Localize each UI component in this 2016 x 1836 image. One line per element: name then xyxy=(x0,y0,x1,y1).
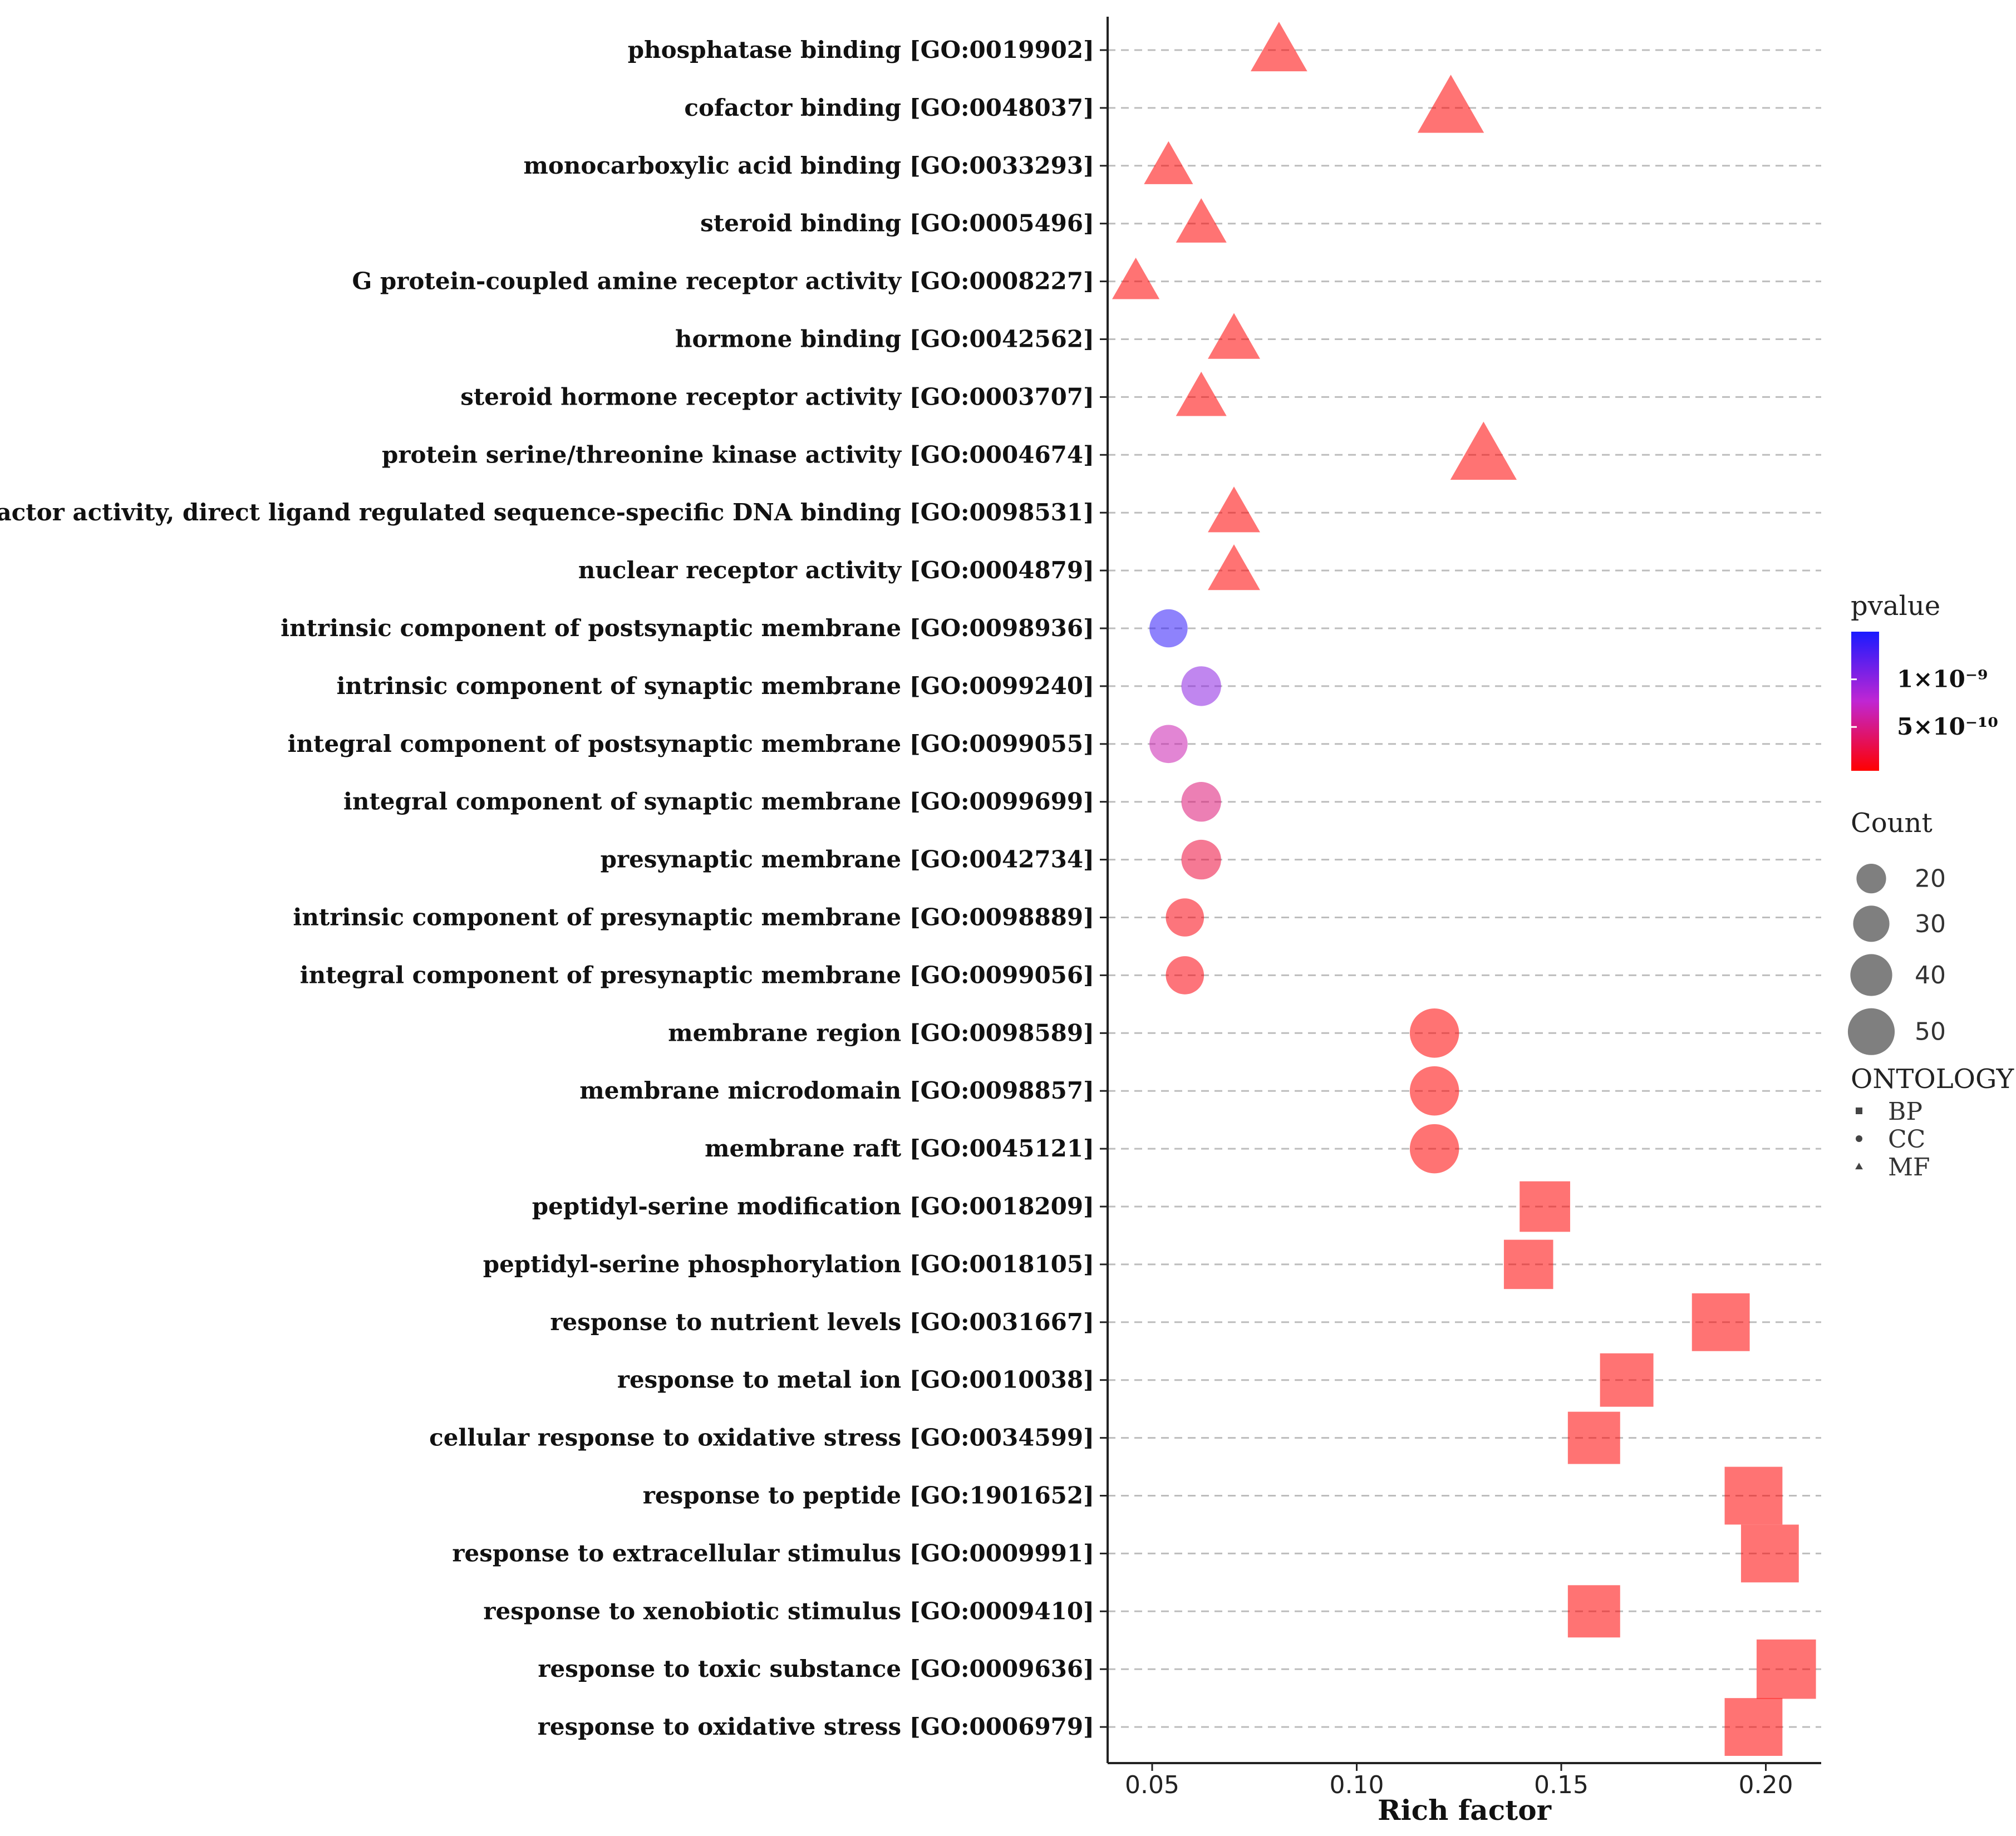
y-tick-labels: phosphatase binding [GO:0019902] cofactor… xyxy=(0,36,1108,1740)
data-point xyxy=(1724,1698,1783,1756)
pvalue-break-label: 1×10⁻⁹ xyxy=(1897,666,1988,693)
data-point xyxy=(1166,956,1204,995)
y-tick-label: membrane microdomain [GO:0098857] xyxy=(579,1077,1094,1104)
y-tick-label: response to extracellular stimulus [GO:0… xyxy=(452,1539,1094,1567)
x-ticks: 0.05 0.10 0.15 0.20 xyxy=(1125,1763,1793,1799)
data-point xyxy=(1250,22,1307,72)
y-tick-label: response to xenobiotic stimulus [GO:0009… xyxy=(483,1597,1094,1625)
ontology-key-label: MF xyxy=(1888,1153,1930,1182)
y-tick-label: steroid binding [GO:0005496] xyxy=(700,210,1094,237)
data-point xyxy=(1567,1411,1620,1464)
data-point xyxy=(1166,898,1204,937)
count-key-label: 20 xyxy=(1915,865,1946,893)
ontology-key-cc xyxy=(1856,1135,1862,1142)
x-tick-label: 0.10 xyxy=(1330,1771,1384,1799)
count-breaks: 20 30 40 50 xyxy=(1847,864,1946,1055)
count-key-circle xyxy=(1847,1008,1895,1055)
axes xyxy=(1107,17,1821,1764)
data-point xyxy=(1208,544,1260,590)
y-tick-label: response to oxidative stress [GO:0006979… xyxy=(538,1713,1094,1740)
ontology-legend-title: ONTOLOGY xyxy=(1851,1064,2014,1095)
count-key-circle xyxy=(1850,954,1892,996)
ontology-key-mf xyxy=(1855,1163,1863,1170)
pvalue-breaks: 1×10⁻⁹ 5×10⁻¹⁰ xyxy=(1851,666,1998,740)
y-tick-label: membrane region [GO:0098589] xyxy=(668,1019,1094,1046)
y-tick-label: phosphatase binding [GO:0019902] xyxy=(628,36,1094,63)
data-point xyxy=(1740,1524,1799,1583)
y-tick-label: intrinsic component of presynaptic membr… xyxy=(293,904,1094,931)
y-tick-label: integral component of synaptic membrane … xyxy=(343,788,1094,815)
y-tick-label: transcription factor activity, direct li… xyxy=(0,499,1094,526)
data-point xyxy=(1567,1585,1620,1638)
data-point xyxy=(1600,1353,1654,1407)
data-point xyxy=(1176,371,1227,416)
data-point xyxy=(1208,486,1260,533)
data-point xyxy=(1503,1239,1553,1289)
data-point xyxy=(1417,75,1484,133)
gridlines xyxy=(1108,49,1821,1728)
data-point xyxy=(1409,1124,1459,1174)
data-point xyxy=(1181,666,1221,706)
y-tick-label: intrinsic component of synaptic membrane… xyxy=(337,672,1094,700)
count-legend-title: Count xyxy=(1851,808,1933,839)
y-tick-label: cofactor binding [GO:0048037] xyxy=(684,94,1094,121)
ontology-key-label: CC xyxy=(1888,1125,1925,1154)
y-tick-label: cellular response to oxidative stress [G… xyxy=(429,1424,1094,1451)
y-tick-label: peptidyl-serine phosphorylation [GO:0018… xyxy=(483,1251,1094,1278)
ontology-key-bp xyxy=(1856,1107,1862,1114)
y-tick-label: integral component of presynaptic membra… xyxy=(300,961,1094,988)
count-key-circle xyxy=(1853,905,1890,942)
count-key-label: 50 xyxy=(1915,1018,1946,1046)
data-point xyxy=(1409,1066,1459,1116)
y-tick-label: steroid hormone receptor activity [GO:00… xyxy=(460,383,1094,410)
count-key-label: 40 xyxy=(1915,961,1946,990)
y-tick-label: hormone binding [GO:0042562] xyxy=(675,326,1094,353)
data-point xyxy=(1409,1008,1459,1058)
data-point xyxy=(1692,1293,1750,1351)
y-tick-label: monocarboxylic acid binding [GO:0033293] xyxy=(523,152,1094,179)
pvalue-legend-title: pvalue xyxy=(1851,590,1940,622)
data-point xyxy=(1208,313,1260,359)
legend: pvalue 1×10⁻⁹ 5×10⁻¹⁰ Count 20 30 40 50 ONTO… xyxy=(1847,590,2014,1182)
x-tick-label: 0.15 xyxy=(1534,1771,1589,1799)
x-tick-label: 0.20 xyxy=(1739,1771,1793,1799)
data-point xyxy=(1176,198,1227,243)
data-point xyxy=(1149,725,1188,764)
x-axis-title: Rich factor xyxy=(1378,1794,1552,1827)
y-tick-label: response to toxic substance [GO:0009636] xyxy=(538,1655,1094,1682)
y-tick-label: integral component of postsynaptic membr… xyxy=(288,730,1094,757)
data-points xyxy=(1112,22,1816,1756)
y-tick-label: intrinsic component of postsynaptic memb… xyxy=(281,614,1094,642)
data-point xyxy=(1520,1181,1570,1232)
count-key-label: 30 xyxy=(1915,910,1946,938)
data-point xyxy=(1144,141,1193,184)
y-tick-label: G protein-coupled amine receptor activit… xyxy=(352,268,1094,295)
y-tick-label: nuclear receptor activity [GO:0004879] xyxy=(578,557,1094,584)
y-tick-label: membrane raft [GO:0045121] xyxy=(705,1135,1094,1162)
x-tick-label: 0.05 xyxy=(1125,1771,1179,1799)
y-tick-label: response to nutrient levels [GO:0031667] xyxy=(550,1308,1094,1336)
data-point xyxy=(1181,839,1221,880)
y-tick-label: protein serine/threonine kinase activity… xyxy=(382,441,1094,468)
pvalue-break-label: 5×10⁻¹⁰ xyxy=(1897,713,1998,740)
data-point xyxy=(1112,258,1160,299)
y-tick-label: response to metal ion [GO:0010038] xyxy=(617,1366,1094,1394)
data-point xyxy=(1181,782,1221,822)
y-tick-label: peptidyl-serine modification [GO:0018209… xyxy=(532,1193,1094,1220)
ontology-key-label: BP xyxy=(1888,1097,1922,1126)
y-tick-label: response to peptide [GO:1901652] xyxy=(643,1482,1094,1509)
count-key-circle xyxy=(1856,864,1886,894)
data-point xyxy=(1724,1466,1783,1525)
y-tick-label: presynaptic membrane [GO:0042734] xyxy=(601,846,1094,873)
pvalue-colorbar xyxy=(1851,632,1879,771)
data-point xyxy=(1450,421,1517,480)
data-point xyxy=(1756,1639,1816,1699)
data-point xyxy=(1149,609,1188,648)
